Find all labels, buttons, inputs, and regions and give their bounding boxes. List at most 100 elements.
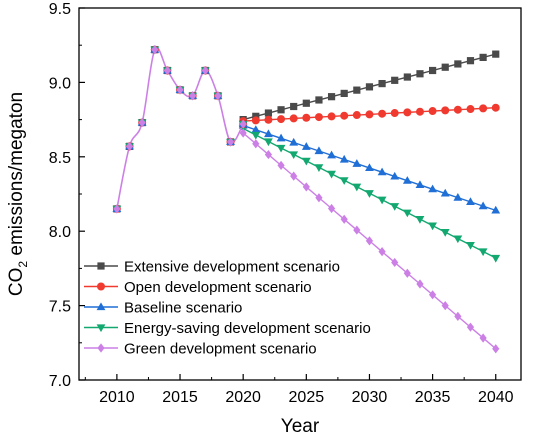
data-point [391, 76, 399, 84]
data-point [289, 137, 299, 146]
data-point [429, 290, 437, 300]
data-point [365, 190, 374, 198]
data-point [277, 106, 285, 114]
legend-marker [97, 282, 105, 291]
y-tick-label: 9.5 [49, 1, 71, 18]
data-point [478, 248, 488, 257]
legend-label: Extensive development scenario [124, 259, 340, 276]
data-point [365, 163, 374, 172]
data-point [428, 107, 437, 116]
data-point [466, 57, 475, 65]
data-point [315, 193, 323, 203]
data-point [402, 209, 412, 218]
x-tick-label: 2015 [162, 389, 198, 406]
data-point [466, 241, 475, 250]
data-point [301, 157, 311, 166]
legend-marker [96, 324, 106, 333]
data-point [428, 222, 437, 231]
historical-point [226, 137, 235, 147]
data-point [353, 86, 361, 94]
data-point [378, 247, 386, 257]
data-point [454, 311, 462, 321]
data-point [353, 225, 361, 235]
data-point [479, 333, 487, 343]
data-point [314, 146, 324, 155]
legend-label: Baseline scenario [124, 300, 242, 317]
y-axis-title: CO2 emissions/megaton [6, 92, 30, 296]
data-point [301, 142, 311, 150]
historical-point [163, 65, 171, 76]
data-point [416, 279, 424, 289]
data-point [390, 171, 400, 180]
legend-entry: Energy-saving development scenario [84, 320, 371, 337]
data-point [440, 188, 450, 197]
data-point [327, 203, 336, 214]
legend-label: Open development scenario [124, 279, 312, 296]
data-point [478, 201, 488, 210]
data-point [377, 196, 387, 205]
data-point [403, 268, 411, 278]
data-point [352, 159, 362, 167]
data-point [340, 89, 348, 98]
x-tick-label: 2025 [289, 389, 325, 406]
historical-point [214, 91, 222, 101]
data-point [491, 205, 501, 214]
data-point [340, 214, 348, 224]
data-point [403, 73, 411, 81]
historical-point [125, 141, 134, 151]
data-point [290, 102, 298, 111]
y-tick-label: 7.5 [49, 299, 71, 316]
data-point [276, 144, 286, 153]
legend-label: Energy-saving development scenario [124, 320, 371, 337]
data-point [252, 139, 260, 149]
historical-point [113, 204, 121, 214]
data-point [390, 203, 400, 211]
data-point [391, 257, 399, 268]
data-point [491, 254, 501, 263]
data-point [440, 228, 450, 237]
data-point [416, 70, 424, 78]
data-point [441, 301, 449, 311]
series-diamond [239, 128, 500, 354]
data-point [327, 112, 336, 121]
historical-point [151, 45, 159, 55]
data-point [251, 125, 261, 133]
data-point [441, 63, 449, 71]
data-point [264, 115, 273, 124]
data-point [378, 109, 387, 118]
data-point [339, 154, 349, 163]
data-point [492, 50, 500, 58]
data-point [264, 129, 273, 138]
data-point [466, 197, 475, 205]
legend-marker [97, 262, 105, 270]
data-point [453, 193, 463, 201]
data-point [290, 171, 298, 181]
legend-entry: Baseline scenario [84, 300, 242, 317]
x-axis-title: Year [281, 416, 320, 437]
legend-label: Green development scenario [124, 341, 317, 358]
data-point [352, 183, 362, 192]
data-point [415, 180, 425, 189]
data-point [314, 164, 324, 172]
data-point [365, 110, 374, 119]
data-point [327, 150, 336, 159]
historical-point [239, 119, 247, 129]
data-point [339, 177, 349, 185]
legend-entry: Extensive development scenario [84, 259, 340, 276]
data-point [251, 116, 260, 125]
data-point [390, 109, 399, 118]
data-point [491, 103, 500, 112]
data-point [365, 236, 374, 246]
data-point [479, 53, 487, 62]
data-point [403, 108, 412, 117]
data-point [492, 344, 500, 354]
data-point [289, 114, 298, 123]
data-point [277, 115, 286, 124]
data-point [239, 128, 247, 138]
data-point [302, 182, 310, 192]
data-point [453, 235, 463, 244]
legend-entry: Open development scenario [84, 279, 312, 296]
data-point [264, 138, 273, 147]
data-point [289, 151, 299, 160]
